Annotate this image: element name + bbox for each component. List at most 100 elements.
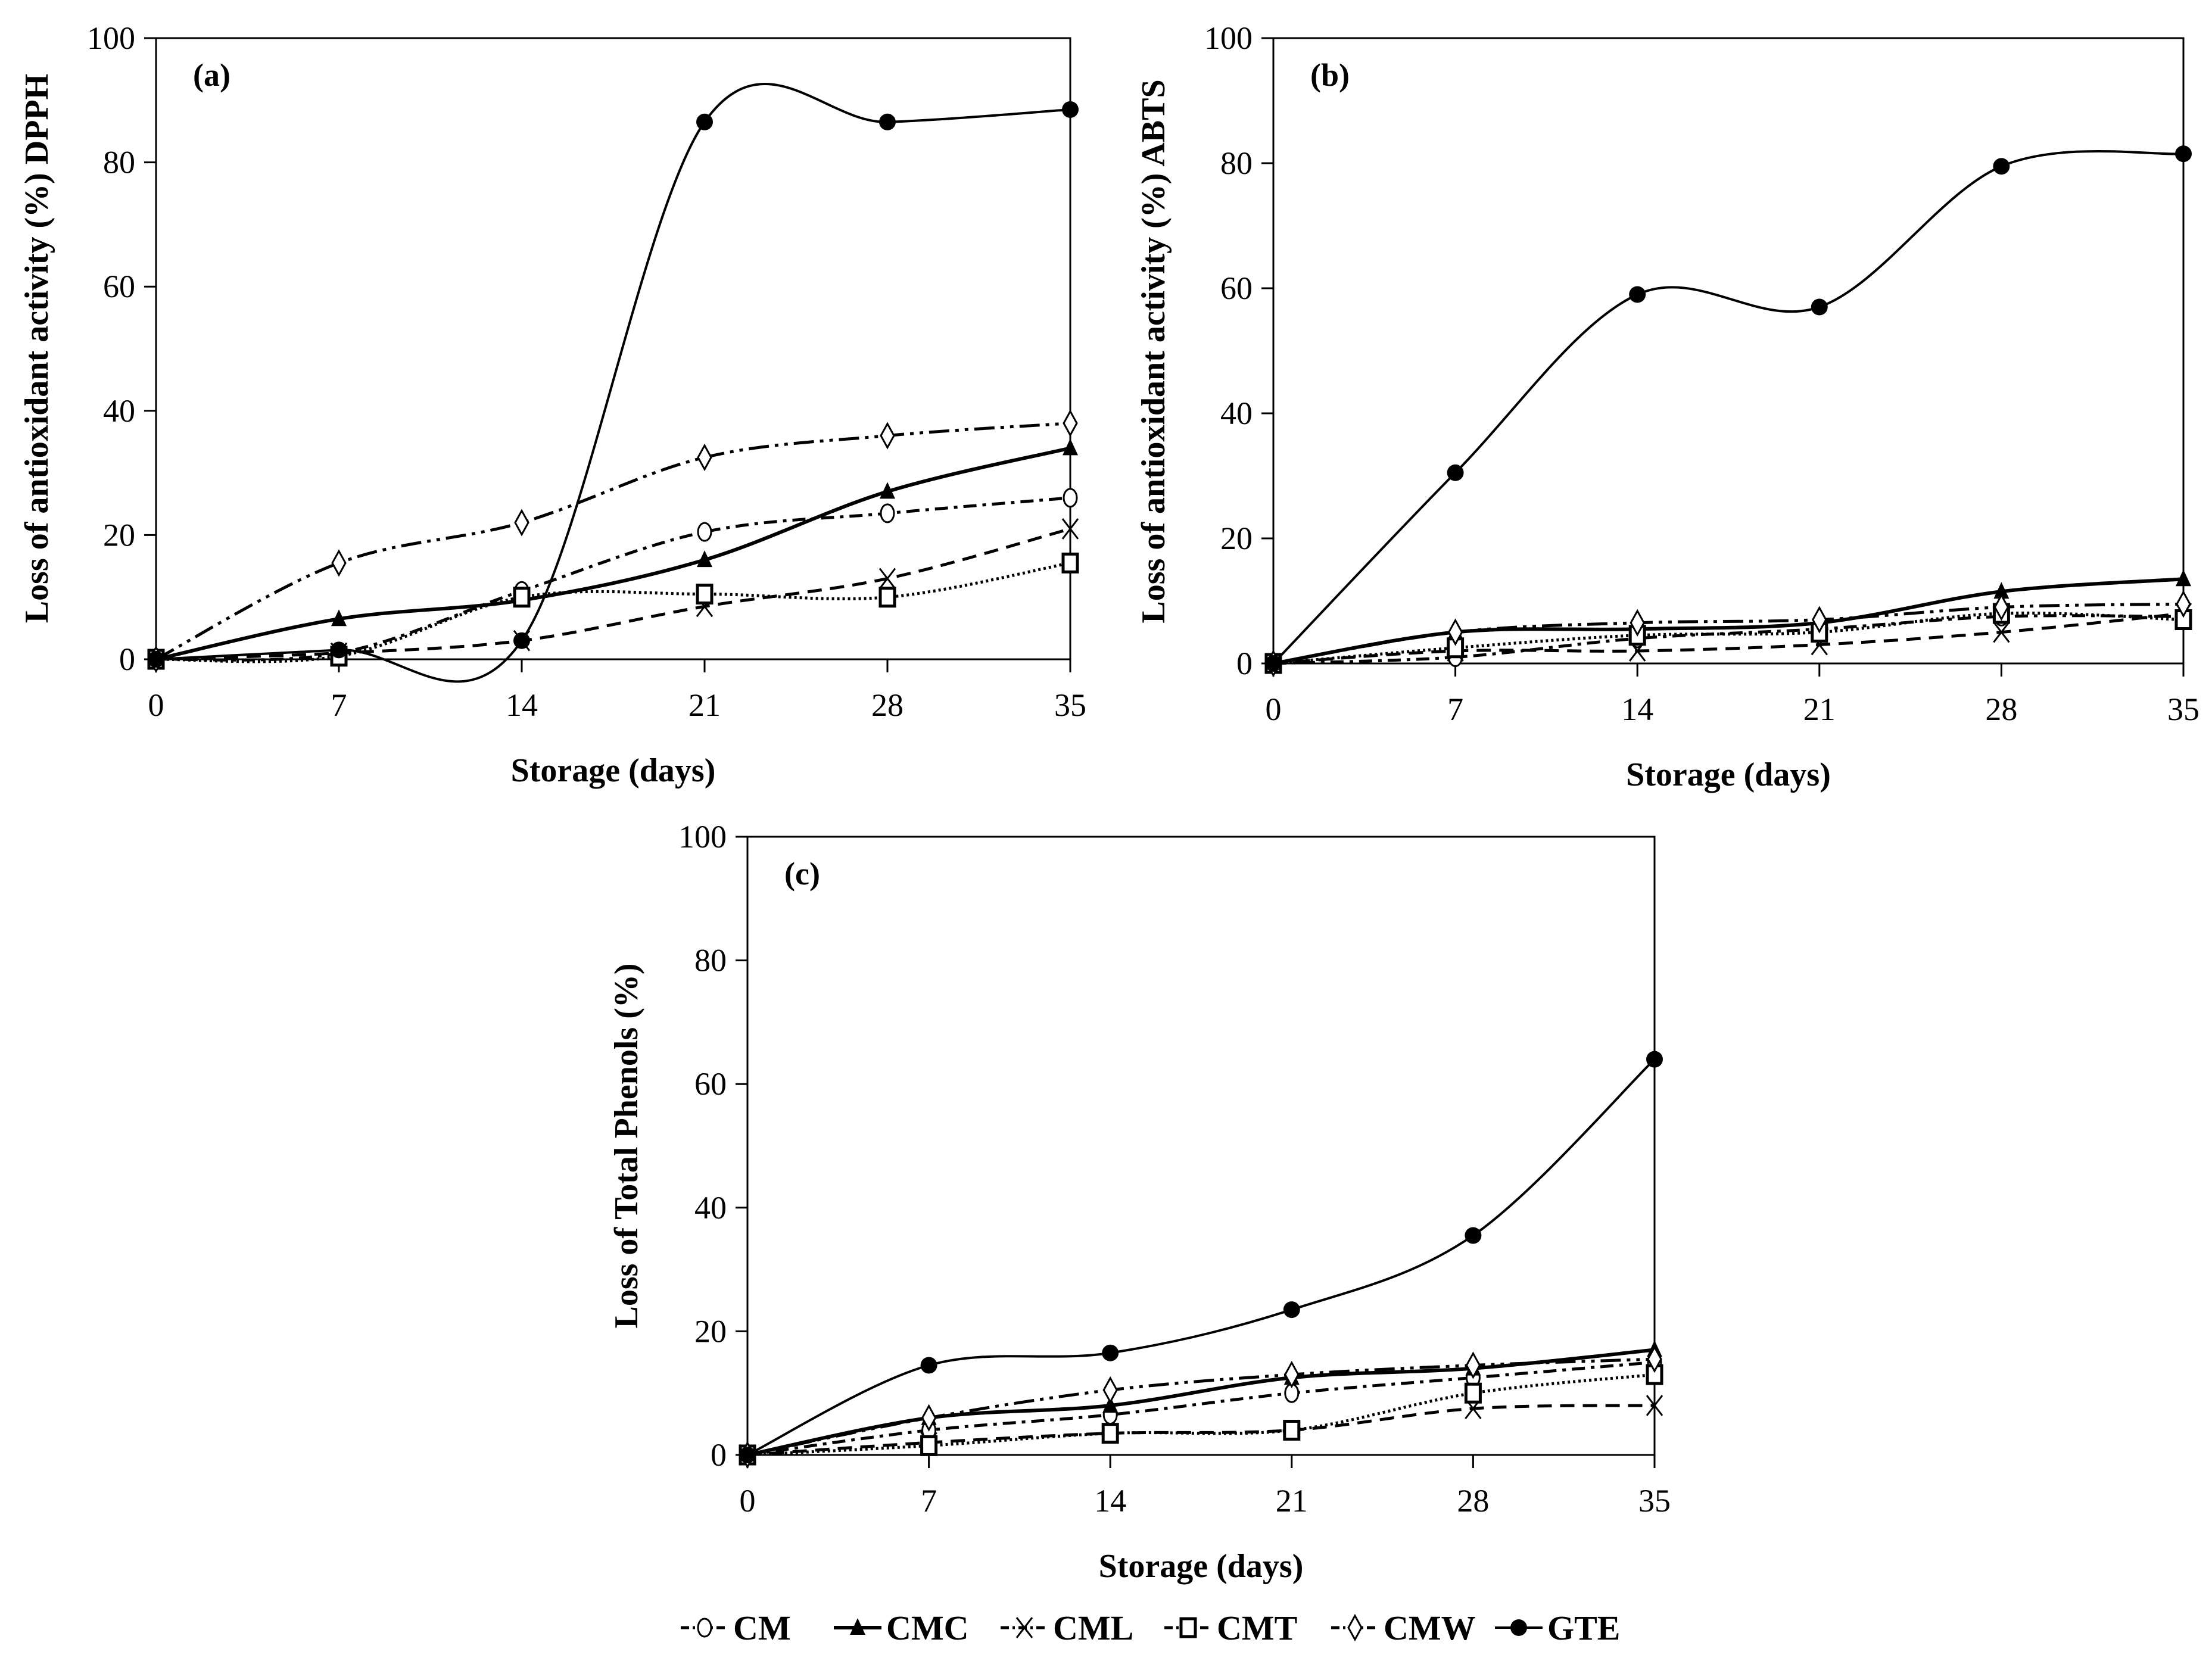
data-point-cmw bbox=[331, 549, 347, 577]
data-point-cmc bbox=[880, 482, 895, 499]
y-tick-label: 40 bbox=[1220, 395, 1253, 431]
legend-marker-cml bbox=[1015, 1617, 1033, 1638]
y-tick-label: 80 bbox=[694, 943, 727, 978]
series-cmt bbox=[147, 552, 1079, 670]
chart-panel-c: 0 7 14 21 28 35 0 20 40 60 80 100 Storage (days) Loss… bbox=[608, 819, 1671, 1585]
plot-frame bbox=[746, 836, 1656, 1456]
x-tick-label: 28 bbox=[871, 687, 904, 723]
series-line-cmw bbox=[1273, 602, 2184, 665]
data-point-gte bbox=[513, 632, 530, 649]
series-gte bbox=[148, 83, 1079, 683]
series-line-gte bbox=[747, 1058, 1656, 1456]
legend-marker-cmc bbox=[850, 1618, 865, 1635]
legend-marker-gte bbox=[1510, 1619, 1527, 1636]
legend-entry-cmc: CMC bbox=[834, 1609, 969, 1647]
data-point-gte bbox=[331, 641, 347, 659]
y-tick-label: 60 bbox=[103, 269, 135, 304]
data-point-gte bbox=[148, 651, 164, 668]
data-point-cml bbox=[1061, 518, 1079, 540]
x-axis-label: Storage (days) bbox=[1099, 1548, 1304, 1585]
data-point-cmw bbox=[1063, 409, 1078, 437]
data-point-gte bbox=[1629, 286, 1646, 303]
x-tick-label: 28 bbox=[1457, 1483, 1489, 1519]
x-tick-label: 14 bbox=[506, 687, 538, 723]
chart-panel-b: 0 7 14 21 28 35 0 20 40 60 80 100 Storage (days) Loss… bbox=[1135, 20, 2199, 793]
data-point-gte bbox=[1465, 1227, 1482, 1244]
panel-label: (a) bbox=[193, 57, 230, 93]
panel-label: (c) bbox=[784, 856, 820, 892]
x-tick-label: 35 bbox=[1054, 687, 1086, 723]
data-point-cml bbox=[1646, 1395, 1663, 1416]
data-point-cmt bbox=[696, 583, 714, 604]
legend-label: CMC bbox=[886, 1609, 969, 1647]
x-tick-label: 28 bbox=[1985, 691, 2017, 727]
data-point-cmt bbox=[513, 587, 531, 608]
series-line-cmw bbox=[747, 1357, 1655, 1457]
x-tick-label: 7 bbox=[1447, 691, 1463, 727]
data-point-cmw bbox=[921, 1404, 937, 1432]
x-tick-label: 35 bbox=[1638, 1483, 1671, 1519]
x-tick-label: 35 bbox=[2167, 691, 2199, 727]
y-tick-label: 20 bbox=[103, 517, 135, 553]
data-point-cmt bbox=[1101, 1423, 1119, 1444]
y-tick-label: 60 bbox=[694, 1066, 727, 1102]
x-tick-label: 0 bbox=[1266, 691, 1282, 727]
data-point-cmc bbox=[1063, 438, 1078, 456]
data-point-cmw bbox=[697, 443, 712, 472]
y-tick-label: 0 bbox=[711, 1437, 727, 1473]
series-line-cmc bbox=[747, 1348, 1655, 1457]
data-point-cmw bbox=[1647, 1345, 1662, 1373]
y-tick-label: 0 bbox=[119, 641, 135, 677]
data-point-cmw bbox=[1812, 606, 1827, 634]
chart-panel-a: 0 7 14 21 28 35 0 20 40 60 80 100 Storage (days) Loss… bbox=[18, 20, 1086, 789]
series-line-cm bbox=[747, 1360, 1655, 1457]
data-point-gte bbox=[1265, 655, 1282, 672]
data-point-gte bbox=[1102, 1344, 1119, 1361]
data-point-cm bbox=[1063, 488, 1078, 508]
series-line-cm bbox=[1273, 614, 2184, 665]
panels: 0 7 14 21 28 35 0 20 40 60 80 100 Storage (days) Loss… bbox=[18, 20, 2199, 1585]
data-point-cmw bbox=[1102, 1376, 1118, 1404]
series-line-cm bbox=[155, 496, 1071, 662]
y-tick-label: 20 bbox=[694, 1313, 727, 1349]
data-point-gte bbox=[696, 113, 713, 130]
data-point-cmc bbox=[697, 550, 712, 568]
data-point-cmc bbox=[1993, 582, 2010, 599]
x-tick-label: 7 bbox=[921, 1483, 937, 1519]
legend-marker-cmt bbox=[1179, 1617, 1197, 1638]
series-cm bbox=[148, 488, 1078, 669]
legend-entry-cm: CM bbox=[681, 1609, 791, 1647]
series-gte bbox=[1265, 145, 2192, 672]
data-point-cmt bbox=[1061, 552, 1079, 574]
y-axis-label: Loss of antioxidant activity (%) ABTS bbox=[1135, 79, 1172, 623]
series-line-cmw bbox=[155, 422, 1071, 661]
data-point-cmw bbox=[1465, 1351, 1481, 1379]
series-line-cmt bbox=[155, 561, 1071, 663]
data-point-cmw bbox=[1993, 593, 2010, 621]
series-line-cmc bbox=[1273, 577, 2184, 665]
y-tick-label: 20 bbox=[1220, 521, 1253, 556]
series-cmc bbox=[740, 1340, 1662, 1462]
panel-label: (b) bbox=[1310, 57, 1350, 93]
x-tick-label: 0 bbox=[148, 687, 164, 723]
y-tick-label: 100 bbox=[1204, 20, 1253, 56]
data-point-cmt bbox=[878, 587, 896, 608]
y-tick-label: 0 bbox=[1236, 646, 1253, 681]
data-point-gte bbox=[1447, 464, 1464, 481]
y-tick-label: 40 bbox=[103, 393, 135, 429]
y-tick-label: 100 bbox=[87, 20, 135, 56]
data-point-cmw bbox=[1284, 1360, 1300, 1389]
series-line-cmt bbox=[747, 1373, 1655, 1457]
y-tick-label: 80 bbox=[103, 145, 135, 180]
data-point-gte bbox=[879, 113, 896, 130]
data-point-cmt bbox=[920, 1435, 938, 1456]
x-tick-label: 21 bbox=[688, 687, 721, 723]
y-tick-label: 60 bbox=[1220, 270, 1253, 306]
data-point-cmw bbox=[880, 422, 895, 450]
data-point-gte bbox=[739, 1447, 756, 1463]
data-point-cmw bbox=[514, 509, 529, 537]
legend-label: CM bbox=[733, 1609, 791, 1647]
y-tick-label: 80 bbox=[1220, 145, 1253, 181]
legend-label: GTE bbox=[1547, 1609, 1621, 1647]
